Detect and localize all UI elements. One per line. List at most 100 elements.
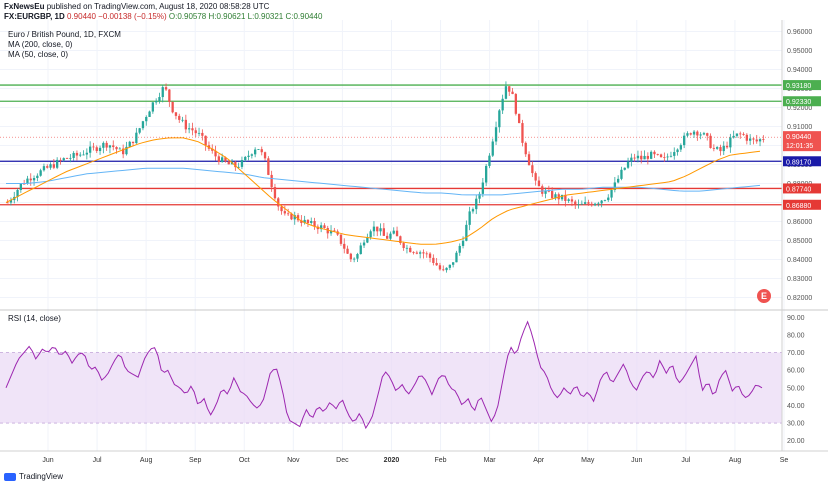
candle-body: [501, 98, 504, 111]
earnings-event-icon[interactable]: E: [756, 283, 776, 305]
candle-body: [191, 128, 194, 131]
level-tag-label: 0.89170: [786, 159, 811, 166]
candle-body: [300, 220, 303, 223]
rsi-legend[interactable]: RSI (14, close): [8, 314, 61, 323]
candle-body: [105, 142, 108, 148]
bar-countdown-label: 12:01:35: [786, 143, 813, 150]
candle-body: [524, 142, 527, 155]
candle-body: [663, 157, 666, 158]
candle-body: [178, 115, 181, 120]
candle-body: [702, 133, 706, 135]
candle-body: [676, 149, 679, 153]
candle-body: [616, 178, 620, 183]
candle-body: [270, 174, 273, 188]
candle-body: [745, 134, 749, 141]
candle-body: [382, 228, 386, 236]
level-tag: [783, 199, 821, 210]
candle-body: [158, 97, 161, 102]
price-tick-label: 0.95000: [787, 48, 812, 55]
time-axis[interactable]: Jun Jul Aug Sep Oct Nov Dec 2020 Feb Mar Apr May Jun…: [42, 457, 788, 464]
candle-body: [32, 178, 36, 181]
candle-body: [560, 194, 564, 200]
candle-body: [722, 145, 725, 152]
legend-ma200[interactable]: MA (200, close, 0): [8, 40, 73, 49]
candle-body: [6, 202, 9, 204]
candle-body: [428, 253, 432, 258]
candle-body: [626, 161, 630, 168]
candle-body: [742, 133, 745, 135]
candle-body: [359, 245, 362, 255]
candle-body: [115, 147, 118, 150]
candle-body: [253, 149, 257, 155]
legend-ma50[interactable]: MA (50, close, 0): [8, 50, 69, 59]
candle-body: [696, 131, 699, 136]
candle-body: [445, 267, 448, 271]
close-value: C:0.90440: [285, 12, 323, 21]
tradingview-logo-icon: [4, 472, 16, 481]
candle-body: [395, 230, 399, 237]
candle-body: [475, 198, 478, 210]
candle-body: [706, 133, 709, 136]
legend-title[interactable]: Euro / British Pound, 1D, FXCM: [8, 30, 121, 39]
time-tick-label: Apr: [533, 457, 545, 464]
candle-body: [547, 190, 551, 192]
candle-body: [385, 235, 389, 239]
candle-body: [682, 135, 686, 146]
candle-body: [461, 240, 465, 246]
time-tick-label: Oct: [239, 457, 250, 464]
candle-body: [643, 155, 646, 160]
candle-body: [709, 135, 712, 148]
candle-body: [88, 146, 92, 153]
publisher-name[interactable]: FxNewsEu: [4, 2, 45, 11]
candle-body: [521, 123, 524, 143]
candle-body: [679, 145, 683, 150]
candle-body: [62, 158, 65, 161]
candle-body: [49, 164, 52, 168]
candle-body: [541, 186, 544, 194]
candle-body: [211, 148, 214, 151]
candle-body: [224, 157, 227, 162]
candle-body: [118, 148, 122, 150]
rsi-tick-label: 90.00: [787, 315, 805, 322]
candle-body: [263, 152, 267, 159]
candle-body: [699, 134, 702, 136]
open-value: O:0.90578: [168, 12, 207, 21]
candle-body: [286, 213, 290, 215]
time-tick-label: Se: [780, 457, 789, 464]
candle-body: [590, 203, 593, 206]
candle-body: [494, 127, 498, 142]
candle-body: [389, 233, 392, 239]
candle-body: [646, 155, 650, 159]
candle-body: [451, 262, 455, 265]
candle-body: [352, 258, 356, 260]
publish-header: FxNewsEu published on TradingView.com, A…: [4, 2, 322, 22]
price-change: −0.00138 (−0.15%): [98, 12, 167, 21]
price-tick-label: 0.83000: [787, 276, 812, 283]
candle-body: [154, 101, 158, 103]
rsi-tick-label: 50.00: [787, 385, 805, 392]
candle-body: [577, 204, 580, 206]
candle-body: [171, 101, 174, 113]
candle-body: [481, 182, 485, 194]
candle-body: [465, 224, 468, 241]
candle-body: [468, 211, 471, 225]
publish-info: published on TradingView.com, August 18,…: [44, 2, 270, 11]
candle-body: [399, 236, 402, 244]
time-tick-label: Jul: [93, 457, 102, 464]
candle-body: [296, 215, 300, 221]
last-price: 0.90440: [67, 12, 96, 21]
candle-body: [732, 135, 735, 138]
rsi-axis[interactable]: 90.00 80.00 70.00 60.00 50.00 40.00 30.00 20.00: [787, 315, 805, 445]
candle-body: [752, 138, 755, 140]
candle-body: [95, 147, 98, 152]
candle-body: [531, 165, 534, 174]
footer-brand[interactable]: TradingView: [19, 472, 64, 481]
candle-body: [372, 226, 376, 232]
candle-body: [432, 257, 435, 263]
time-tick-label: May: [581, 457, 595, 464]
candle-body: [293, 215, 296, 220]
time-tick-label: Aug: [729, 457, 742, 464]
price-tick-label: 0.84000: [787, 257, 812, 264]
price-tick-label: 0.91000: [787, 124, 812, 131]
candle-body: [719, 147, 722, 152]
